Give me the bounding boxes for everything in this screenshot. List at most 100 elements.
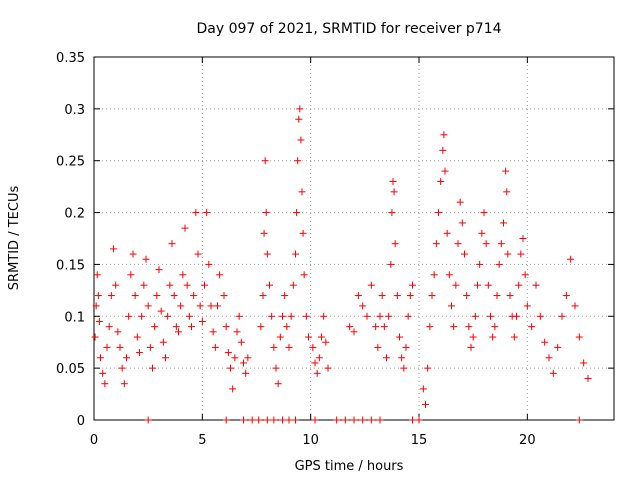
data-point [274, 380, 282, 388]
data-point [240, 359, 247, 367]
data-point [237, 338, 245, 346]
data-point [536, 312, 544, 320]
data-point [422, 400, 429, 408]
data-point [584, 375, 592, 383]
y-axis-label: SRMTID / TECUs [7, 186, 22, 291]
data-point [502, 167, 510, 175]
data-point [220, 292, 228, 300]
data-point [393, 292, 401, 300]
data-point [469, 333, 477, 341]
data-point [298, 188, 306, 196]
data-point [318, 333, 325, 341]
data-point [495, 260, 503, 268]
data-point [95, 317, 103, 325]
x-tick-label: 0 [90, 433, 98, 448]
data-point [149, 364, 156, 372]
zero-point [285, 416, 293, 424]
data-point [545, 354, 553, 362]
data-point [129, 250, 137, 258]
data-point [185, 312, 193, 320]
data-point [476, 260, 484, 268]
data-point [164, 312, 172, 320]
y-tick-label: 0.05 [56, 362, 85, 377]
x-tick-labels: 0 5 10 15 20 [90, 433, 536, 448]
data-point [140, 281, 148, 289]
data-point [463, 292, 471, 300]
data-point [324, 364, 332, 372]
data-point [571, 302, 579, 310]
data-point [257, 323, 265, 331]
scatter-points [91, 105, 592, 408]
data-point [276, 333, 284, 341]
zero-point [240, 416, 247, 424]
data-point [266, 281, 273, 289]
data-point [296, 105, 304, 113]
data-point [194, 250, 202, 258]
data-point [467, 343, 475, 351]
data-point [181, 224, 189, 232]
data-point [402, 343, 410, 351]
data-point [107, 292, 115, 300]
data-point [151, 323, 159, 331]
data-point [489, 333, 497, 341]
data-point [103, 343, 111, 351]
data-point [482, 240, 490, 248]
data-point [454, 240, 462, 248]
data-point [474, 281, 481, 289]
zero-point [367, 416, 375, 424]
data-point [315, 354, 323, 362]
data-point [471, 312, 479, 320]
data-point [521, 271, 529, 279]
data-point [123, 354, 130, 362]
x-tick-label: 15 [411, 433, 428, 448]
data-point [146, 343, 154, 351]
data-point [363, 312, 371, 320]
data-point [205, 260, 213, 268]
data-point [519, 235, 527, 242]
data-point [216, 271, 224, 279]
data-point [114, 328, 122, 336]
data-point [452, 281, 460, 289]
plot-grid [94, 57, 614, 420]
zero-point [350, 416, 358, 424]
data-point [263, 250, 271, 258]
data-point [435, 209, 442, 217]
data-point [198, 317, 206, 325]
y-tick-label: 0 [77, 414, 85, 429]
data-point [155, 266, 163, 274]
data-point [244, 354, 252, 362]
data-point [166, 281, 174, 289]
data-point [222, 323, 230, 331]
data-point [183, 281, 191, 289]
data-point [440, 131, 448, 139]
data-point [396, 333, 403, 341]
y-tick-labels: 0 0.05 0.1 0.15 0.2 0.25 0.3 0.35 [56, 51, 85, 429]
data-point [211, 343, 219, 351]
data-point [350, 328, 358, 336]
data-point [97, 354, 104, 362]
data-point [233, 328, 241, 336]
data-point [262, 209, 270, 217]
zero-point [292, 416, 299, 424]
data-point [196, 302, 204, 310]
data-point [448, 302, 455, 310]
y-tick-label: 0.2 [64, 207, 85, 222]
data-point [235, 312, 243, 320]
data-point [541, 338, 549, 346]
data-point [289, 281, 297, 289]
y-tick-label: 0.35 [56, 51, 85, 66]
zero-point [415, 416, 423, 424]
zero-point [222, 416, 230, 424]
data-point [91, 333, 99, 341]
data-point [125, 312, 133, 320]
data-point [272, 364, 280, 372]
data-point [190, 292, 198, 300]
data-point [480, 209, 488, 217]
data-point [478, 229, 486, 237]
data-point [309, 343, 317, 351]
zero-point [270, 416, 278, 424]
x-axis-label: GPS time / hours [295, 459, 404, 474]
data-point [242, 369, 250, 377]
data-point [580, 359, 588, 367]
